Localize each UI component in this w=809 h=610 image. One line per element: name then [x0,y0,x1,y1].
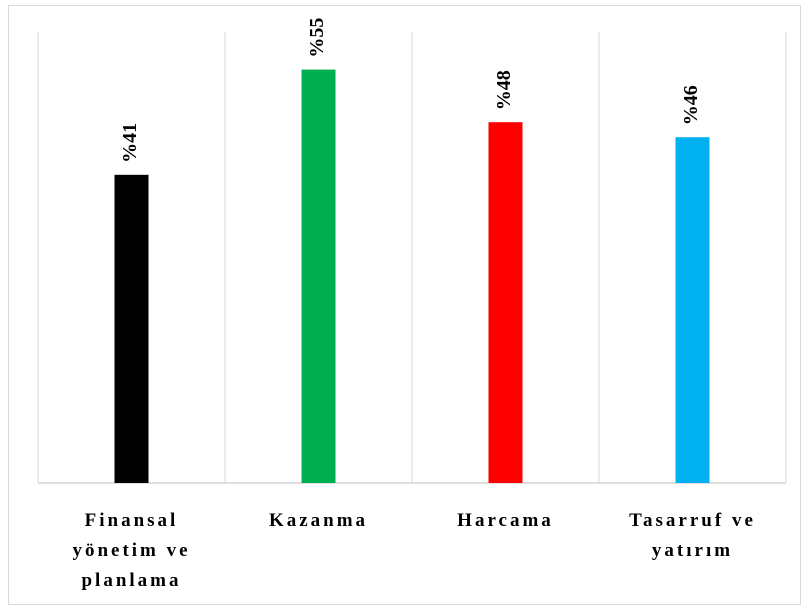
bar [488,122,523,483]
chart-frame [8,5,801,605]
x-tick-label: Harcama [457,510,554,531]
bar [114,174,149,484]
x-tick-label: Tasarruf ve yatırım [629,510,756,561]
value-label: %41 [119,123,141,163]
value-label: %46 [680,85,702,125]
value-label: %55 [306,18,328,58]
value-label: %48 [493,70,515,110]
bar [301,69,336,483]
x-tick-label: Kazanma [268,510,369,531]
bar [675,137,710,483]
x-tick-label: Finansal yönetim ve planlama [72,510,191,591]
